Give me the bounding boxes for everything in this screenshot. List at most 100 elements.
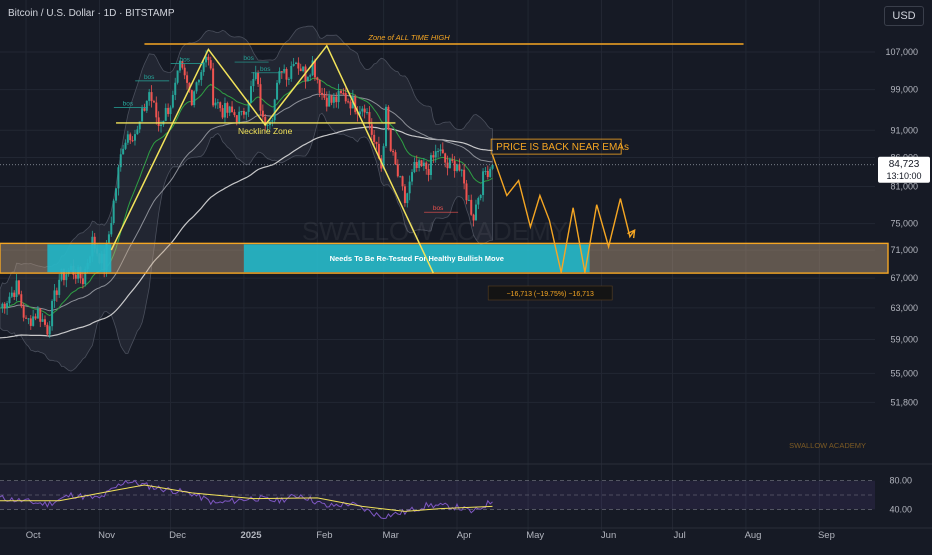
price-tick-label: 55,000 bbox=[890, 368, 918, 378]
candle-body bbox=[406, 193, 409, 204]
candle-body bbox=[148, 92, 151, 101]
candle-body bbox=[115, 188, 118, 201]
candle-body bbox=[133, 134, 136, 141]
candle-body bbox=[278, 71, 281, 83]
candle-body bbox=[257, 72, 260, 85]
candle-body bbox=[181, 60, 184, 68]
candle-body bbox=[415, 161, 418, 168]
ath-label: Zone of ALL TIME HIGH bbox=[367, 33, 450, 42]
candles bbox=[1, 50, 494, 339]
x-tick-label: Jun bbox=[601, 530, 616, 541]
candle-body bbox=[112, 200, 115, 224]
candle-body bbox=[486, 170, 489, 177]
candle-body bbox=[254, 72, 257, 79]
candle-body bbox=[321, 92, 324, 95]
candle-body bbox=[432, 155, 435, 158]
candle-body bbox=[15, 280, 18, 297]
candle-body bbox=[202, 62, 205, 73]
candle-body bbox=[197, 79, 200, 83]
candle-body bbox=[316, 77, 319, 80]
candle-body bbox=[413, 161, 416, 173]
currency-button[interactable]: USD bbox=[884, 6, 924, 26]
candle-body bbox=[169, 107, 172, 115]
candle-body bbox=[41, 319, 44, 322]
candle-body bbox=[479, 195, 482, 199]
candle-body bbox=[164, 107, 167, 121]
candle-body bbox=[174, 82, 177, 95]
candle-body bbox=[136, 129, 139, 135]
candle-body bbox=[472, 214, 475, 221]
candle-body bbox=[458, 164, 461, 171]
candle-body bbox=[384, 106, 387, 147]
candle-body bbox=[358, 111, 361, 115]
candle-body bbox=[418, 160, 421, 168]
candle-body bbox=[408, 181, 411, 194]
candle-body bbox=[223, 103, 226, 118]
candle-body bbox=[283, 68, 286, 72]
price-tick-label: 67,000 bbox=[890, 273, 918, 283]
candle-body bbox=[453, 160, 456, 171]
candle-body bbox=[306, 76, 309, 82]
candle-body bbox=[62, 269, 65, 281]
price-tick-label: 107,000 bbox=[885, 47, 918, 57]
x-tick-label: May bbox=[526, 530, 544, 541]
candle-body bbox=[339, 90, 342, 94]
retest-highlight bbox=[243, 244, 590, 273]
candle-body bbox=[489, 168, 492, 177]
bos-label: bos bbox=[243, 55, 254, 62]
candle-body bbox=[382, 146, 385, 169]
candle-body bbox=[1, 303, 4, 309]
bos-label: bos bbox=[123, 100, 134, 107]
candle-body bbox=[349, 101, 352, 109]
candle-body bbox=[273, 99, 276, 121]
candle-body bbox=[34, 316, 37, 319]
candle-body bbox=[138, 121, 141, 130]
candle-body bbox=[231, 106, 234, 113]
candle-body bbox=[276, 82, 279, 100]
candle-body bbox=[160, 124, 163, 127]
candle-body bbox=[463, 169, 466, 184]
candle-body bbox=[53, 290, 56, 301]
candle-body bbox=[171, 94, 174, 108]
candle-body bbox=[422, 162, 425, 167]
candle-body bbox=[60, 269, 63, 280]
neckline-label: Neckline Zone bbox=[238, 126, 293, 136]
emas-callout-text: PRICE IS BACK NEAR EMAs bbox=[496, 142, 629, 153]
last-price-label: 84,723 bbox=[889, 159, 920, 170]
candle-body bbox=[389, 129, 392, 151]
rsi-tick-label: 80.00 bbox=[889, 476, 912, 486]
candle-body bbox=[152, 101, 155, 103]
candle-body bbox=[20, 294, 23, 307]
candle-body bbox=[65, 274, 68, 281]
candle-body bbox=[240, 111, 243, 113]
candle-body bbox=[370, 124, 373, 135]
measure-box bbox=[487, 285, 613, 301]
candle-body bbox=[337, 90, 340, 103]
candle-body bbox=[25, 317, 28, 319]
candle-body bbox=[183, 67, 186, 76]
candle-body bbox=[366, 112, 369, 114]
candle-body bbox=[309, 75, 312, 77]
price-tick-label: 63,000 bbox=[890, 303, 918, 313]
candle-body bbox=[238, 111, 241, 123]
double-top-pattern-line bbox=[110, 44, 434, 274]
bos-label: bos bbox=[144, 74, 155, 81]
candle-body bbox=[126, 134, 129, 143]
price-tick-label: 99,000 bbox=[890, 85, 918, 95]
countdown-label: 13:10:00 bbox=[886, 171, 921, 181]
price-axis-background bbox=[875, 0, 932, 550]
candle-body bbox=[205, 56, 208, 63]
candle-body bbox=[313, 60, 316, 78]
candle-body bbox=[368, 112, 371, 125]
candle-body bbox=[32, 316, 35, 326]
candle-body bbox=[110, 223, 113, 235]
candle-body bbox=[311, 60, 314, 76]
projection-path bbox=[491, 154, 636, 273]
candle-body bbox=[261, 110, 264, 117]
candle-body bbox=[361, 108, 364, 112]
candle-body bbox=[271, 120, 274, 122]
price-tick-label: 51,800 bbox=[890, 397, 918, 407]
measure-text: −16,713 (−19.75%) −16,713 bbox=[506, 291, 593, 298]
watermark-text: SWALLOW ACADEMY bbox=[302, 216, 568, 246]
